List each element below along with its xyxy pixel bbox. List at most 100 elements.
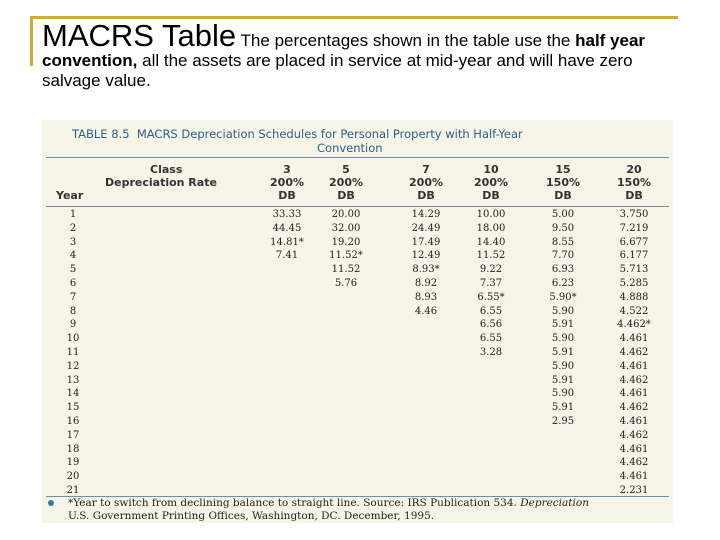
intro-bold: half year convention, bbox=[42, 31, 646, 70]
column-rate: 150% bbox=[617, 176, 651, 189]
value-cell: 7.37 bbox=[479, 278, 503, 289]
value-cell: 4.461 bbox=[619, 416, 649, 427]
value-cell: 6.56 bbox=[479, 319, 503, 331]
column-method: DB bbox=[417, 189, 435, 202]
value-cell: 5.00 bbox=[551, 209, 575, 220]
column-class: 3 bbox=[283, 163, 291, 176]
value-cell: 8.92 bbox=[414, 278, 438, 289]
year-label: Year bbox=[56, 189, 84, 202]
value-cell: 2.95 bbox=[551, 416, 575, 427]
value-cell: 4.462 bbox=[619, 347, 649, 358]
value-cell: 5.91 bbox=[551, 319, 575, 331]
value-cell: 5.90 bbox=[551, 360, 575, 372]
footnote-text: *Year to switch from declining balance t… bbox=[68, 497, 521, 509]
value-cell: 6.55* bbox=[477, 291, 505, 303]
intro: MACRS Table The percentages shown in the… bbox=[42, 20, 692, 91]
footnote: *Year to switch from declining balance t… bbox=[68, 497, 589, 509]
value-cell: 2.231 bbox=[619, 485, 649, 496]
column-rate: 200% bbox=[329, 176, 363, 189]
value-cell: 4.888 bbox=[619, 291, 649, 303]
value-cell: 4.522 bbox=[619, 305, 649, 317]
column-class: 15 bbox=[555, 163, 571, 176]
rate-label: Depreciation Rate bbox=[105, 176, 217, 189]
year-cell: 18 bbox=[66, 443, 80, 455]
value-cell: 44.45 bbox=[272, 222, 302, 234]
footnote-text: U.S. Government Printing Offices, Washin… bbox=[68, 510, 435, 522]
caption-text: Convention bbox=[317, 141, 383, 155]
value-cell: 8.55 bbox=[551, 236, 575, 248]
value-cell: 10.00 bbox=[476, 209, 506, 220]
bullet bbox=[48, 500, 54, 506]
year-cell: 12 bbox=[66, 360, 80, 372]
value-cell: 8.93* bbox=[412, 264, 440, 276]
column-class: 5 bbox=[342, 163, 350, 176]
value-cell: 4.462 bbox=[619, 457, 649, 469]
year-cell: 10 bbox=[66, 333, 80, 345]
value-cell: 6.177 bbox=[619, 250, 649, 262]
column-method: DB bbox=[554, 189, 572, 202]
year-cell: 15 bbox=[66, 402, 80, 414]
year-cell: 7 bbox=[69, 291, 77, 303]
column-rate: 200% bbox=[409, 176, 443, 189]
value-cell: 5.90 bbox=[551, 305, 575, 317]
rule bbox=[46, 157, 669, 158]
value-cell: 7.70 bbox=[551, 250, 575, 262]
footnote-italic: Depreciation bbox=[520, 497, 589, 509]
value-cell: 3.750 bbox=[619, 209, 649, 220]
value-cell: 4.46 bbox=[414, 305, 438, 317]
value-cell: 3.28 bbox=[479, 347, 503, 358]
year-cell: 5 bbox=[69, 264, 77, 276]
column-rate: 200% bbox=[474, 176, 508, 189]
value-cell: 24.49 bbox=[411, 222, 441, 234]
intro-text: all the assets are placed in service at … bbox=[42, 51, 633, 90]
value-cell: 14.40 bbox=[476, 236, 506, 248]
year-cell: 9 bbox=[69, 319, 77, 331]
value-cell: 12.49 bbox=[411, 250, 441, 262]
value-cell: 5.91 bbox=[551, 402, 575, 414]
value-cell: 4.461 bbox=[619, 388, 649, 400]
year-cell: 13 bbox=[66, 374, 80, 386]
column-rate: 200% bbox=[270, 176, 304, 189]
value-cell: 5.90 bbox=[551, 333, 575, 345]
year-cell: 3 bbox=[69, 236, 77, 248]
value-cell: 4.462* bbox=[617, 319, 651, 331]
value-cell: 14.29 bbox=[411, 209, 441, 220]
value-cell: 6.677 bbox=[619, 236, 649, 248]
column-class: 7 bbox=[422, 163, 430, 176]
value-cell: 5.713 bbox=[619, 264, 649, 276]
caption-label: TABLE 8.5 bbox=[72, 127, 130, 141]
value-cell: 5.285 bbox=[619, 278, 649, 289]
value-cell: 11.52 bbox=[476, 250, 506, 262]
value-cell: 6.93 bbox=[551, 264, 575, 276]
value-cell: 7.41 bbox=[275, 250, 299, 262]
frame-line bbox=[30, 16, 33, 66]
value-cell: 9.50 bbox=[551, 222, 575, 234]
value-cell: 5.76 bbox=[334, 278, 358, 289]
value-cell: 5.91 bbox=[551, 347, 575, 358]
column-method: DB bbox=[337, 189, 355, 202]
value-cell: 5.91 bbox=[551, 374, 575, 386]
year-cell: 20 bbox=[66, 471, 80, 483]
value-cell: 5.90 bbox=[551, 388, 575, 400]
value-cell: 6.55 bbox=[479, 305, 503, 317]
year-cell: 19 bbox=[66, 457, 80, 469]
value-cell: 4.462 bbox=[619, 402, 649, 414]
rule bbox=[46, 496, 669, 497]
year-cell: 11 bbox=[66, 347, 80, 358]
year-cell: 1 bbox=[69, 209, 77, 220]
year-cell: 2 bbox=[69, 222, 77, 234]
value-cell: 11.52 bbox=[331, 264, 361, 276]
caption-text: MACRS Depreciation Schedules for Persona… bbox=[136, 127, 523, 141]
value-cell: 8.93 bbox=[414, 291, 438, 303]
value-cell: 4.461 bbox=[619, 443, 649, 455]
title: MACRS Table bbox=[42, 18, 237, 53]
value-cell: 17.49 bbox=[411, 236, 441, 248]
value-cell: 6.55 bbox=[479, 333, 503, 345]
column-rate: 150% bbox=[546, 176, 580, 189]
column-method: DB bbox=[625, 189, 643, 202]
value-cell: 4.461 bbox=[619, 333, 649, 345]
value-cell: 14.81* bbox=[270, 236, 304, 248]
year-cell: 16 bbox=[66, 416, 80, 427]
table: TABLE 8.5 MACRS Depreciation Schedules f… bbox=[42, 120, 673, 523]
